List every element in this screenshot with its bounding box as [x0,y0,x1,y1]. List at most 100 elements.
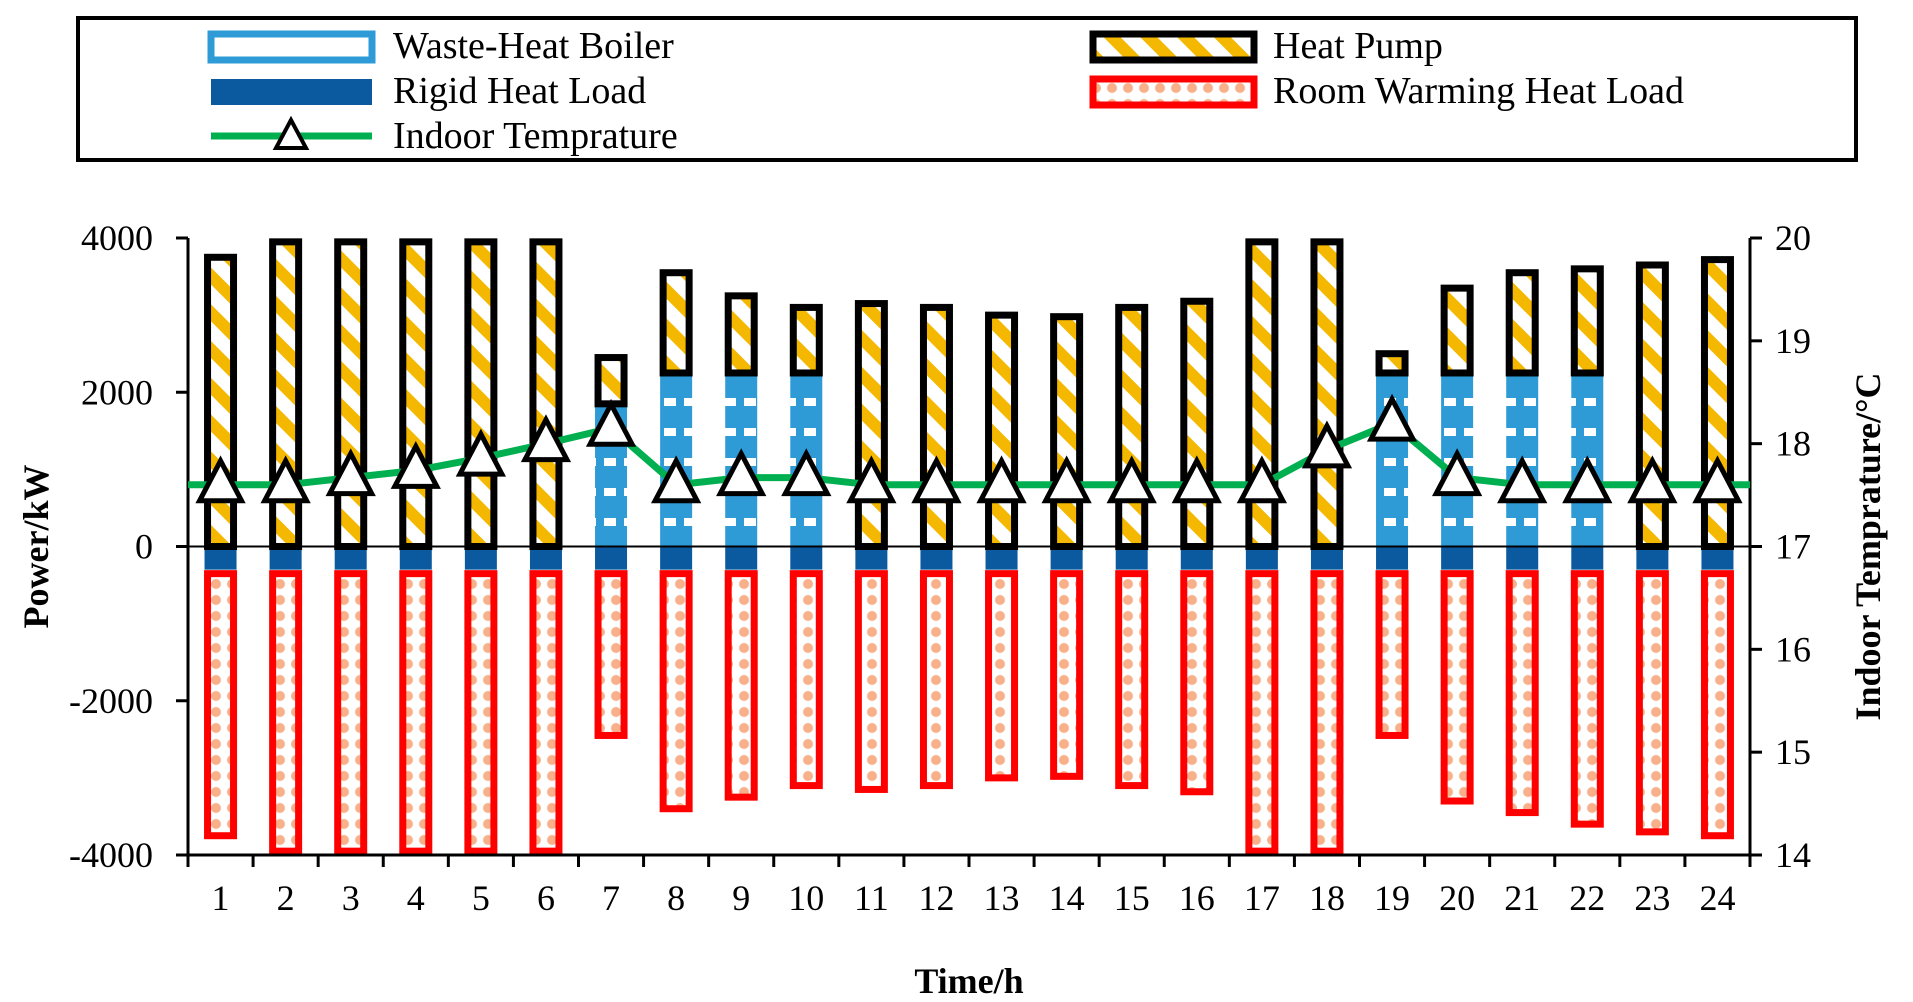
temperature-point [650,455,702,504]
room-warming-load-bar [1505,570,1539,817]
temperature-point [1692,455,1743,504]
room-warming-load-bar [594,570,628,739]
temperature-point [1431,448,1483,497]
legend-swatch-boiler [207,30,376,64]
x-tick-label: 10 [788,878,824,918]
x-tick-label: 4 [407,878,425,918]
x-tick-label: 11 [854,878,889,918]
temperature-point [716,448,767,497]
rigid-load-bar [1701,546,1734,570]
y2-tick-label: 16 [1775,629,1811,669]
temperature-point [976,455,1027,504]
rigid-load-bar [725,546,758,570]
x-tick-label: 6 [537,878,555,918]
heat-pump-bar [1180,297,1214,550]
x-tick-label: 7 [602,878,620,918]
y2-tick-label: 18 [1775,424,1811,464]
x-tick-label: 17 [1244,878,1280,918]
x-tick-label: 1 [212,878,230,918]
room-warming-load-bar [1050,570,1084,780]
room-warming-load-bar [464,570,498,855]
temperature-point [1041,455,1092,504]
legend-label-room-load: Room Warming Heat Load [1273,70,1684,112]
heat-pump-bar [1700,256,1734,550]
y2-tick-label: 17 [1775,527,1811,567]
temperature-point [325,448,376,497]
heat-pump-bar [594,354,628,408]
heat-pump-bar [529,238,563,550]
rigid-load-bar [1376,546,1409,570]
x-tick-label: 9 [732,878,750,918]
y-tick-label: 2000 [81,372,153,412]
legend-label-rigid-load: Rigid Heat Load [393,70,646,112]
x-tick-label: 18 [1309,878,1345,918]
rigid-load-bar [1506,546,1539,570]
room-warming-load-bar [204,570,238,840]
x-tick-label: 8 [667,878,685,918]
y2-tick-label: 15 [1775,732,1811,772]
legend-swatch-heat-pump [1089,30,1258,64]
x-tick-label: 16 [1179,878,1215,918]
rigid-load-bar [399,546,432,570]
room-warming-load-bar [1310,570,1344,855]
rigid-load-bar [334,546,367,570]
rigid-load-bar [660,546,693,570]
temperature-point [585,398,637,447]
legend: Waste-Heat Boiler Heat Pump Rigid Heat L… [76,16,1858,162]
heat-pump-bar [1505,269,1539,377]
temperature-point [1236,455,1288,504]
heat-pump-bar [789,303,823,377]
rigid-load-bar [1180,546,1213,570]
y-tick-label: 0 [135,527,153,567]
rigid-load-bar [464,546,497,570]
room-warming-load-bar [854,570,888,793]
legend-swatch-temp-marker [272,115,310,150]
heat-pump-bar [1570,265,1604,377]
temperature-point [1301,420,1353,469]
room-warming-load-bar [1245,570,1279,855]
heat-pump-bar [1115,303,1149,550]
rigid-load-bar [269,546,302,570]
rigid-load-bar [1571,546,1604,570]
y-tick-label: 4000 [81,218,153,258]
temperature-point [1497,455,1548,504]
room-warming-load-bar [529,570,563,855]
temperature-point [455,428,507,477]
temperature-point [195,455,246,504]
legend-label-boiler: Waste-Heat Boiler [393,25,674,67]
x-tick-label: 3 [342,878,360,918]
x-tick-label: 2 [277,878,295,918]
temperature-point [390,441,441,489]
rigid-load-bar [595,546,628,570]
room-warming-load-bar [399,570,433,855]
y2-tick-label: 14 [1775,835,1811,875]
rigid-load-bar [529,546,562,570]
x-tick-label: 20 [1439,878,1475,918]
heat-pump-bar [1375,350,1409,377]
temperature-point [1171,455,1222,504]
x-tick-label: 24 [1699,878,1735,918]
heat-pump-bar [1310,238,1344,550]
axis-labels: 1 2 3 4 5 6 7 8 9 10 11 12 13 14 15 16 17 18 19 20 21 22 23 244… [16,218,1888,1001]
heat-pump-bar [659,269,693,377]
temperature-line [220,419,1718,489]
x-tick-label: 5 [472,878,490,918]
heat-pump-bar [985,311,1019,550]
legend-swatch-room-load [1089,75,1258,109]
room-warming-load-bar [1635,570,1669,836]
room-warming-load-bar [789,570,823,790]
room-warming-load-bar [1375,570,1409,739]
room-warming-load-bar [1180,570,1214,796]
y-tick-label: -4000 [69,835,153,875]
room-warming-load-bar [919,570,953,790]
room-warming-load-bar [1440,570,1474,805]
room-warming-load-bar [724,570,758,801]
x-tick-label: 19 [1374,878,1410,918]
room-warming-load-bar [1700,570,1734,840]
y2-tick-label: 20 [1775,218,1811,258]
x-tick-label: 13 [984,878,1020,918]
heat-pump-bar [1440,284,1474,377]
rigid-load-bar [1115,546,1148,570]
heat-pump-bar [464,238,498,550]
